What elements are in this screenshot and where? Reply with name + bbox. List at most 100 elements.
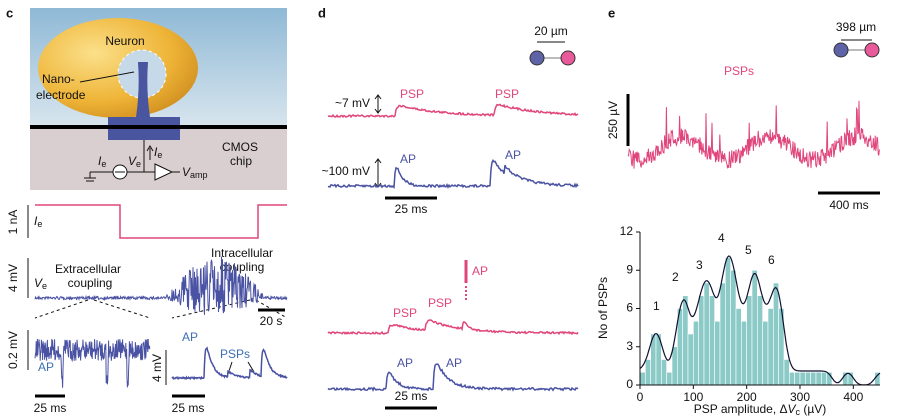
scale-label: 250 µV <box>606 101 620 139</box>
label: AP <box>397 356 413 370</box>
scale-label: 25 ms <box>395 389 428 403</box>
bar <box>714 320 721 386</box>
peak-label: 3 <box>696 258 703 272</box>
peak-label: 2 <box>672 270 679 284</box>
fit-curve <box>639 255 881 386</box>
bar <box>725 257 731 386</box>
panel-letter: c <box>6 5 13 20</box>
scale-label: ~7 mV <box>335 96 370 110</box>
cell-icon <box>833 42 849 58</box>
label: Nano- <box>42 72 75 86</box>
bar <box>735 308 742 386</box>
panel-letter: d <box>318 5 326 20</box>
peak-label: 4 <box>718 231 725 245</box>
pointer <box>79 71 135 83</box>
label: AP <box>446 356 462 370</box>
bar <box>666 371 673 386</box>
bar <box>757 295 763 386</box>
cell-icon <box>864 42 880 58</box>
inset-trace <box>171 346 288 381</box>
label: AP <box>400 152 416 166</box>
scale-bar <box>374 94 382 114</box>
current-trace <box>35 204 287 239</box>
y-tick-label: 12 <box>620 224 634 238</box>
bar <box>783 359 790 386</box>
label: PSP <box>400 87 424 101</box>
label: AP <box>472 264 488 278</box>
x-tick-label: 100 <box>683 390 703 404</box>
scale-label: 4 mV <box>6 264 20 292</box>
label: PSP <box>495 87 519 101</box>
panel-e: e 398 µm PSPs 250 µV 400 ms No of PSPs P… <box>596 5 880 417</box>
bar <box>767 308 774 386</box>
scale-label: ~100 mV <box>322 164 370 178</box>
scale-label: 1 nA <box>6 210 20 235</box>
scale-label: 25 ms <box>395 202 428 216</box>
psp-trace <box>327 103 579 119</box>
panel-c: c Neuron Nano- electrode CMOS chip Ie Ie… <box>6 5 288 415</box>
bar <box>821 371 827 386</box>
label: AP <box>505 148 521 162</box>
x-tick-label: 400 <box>843 390 863 404</box>
label: Ie <box>98 154 106 169</box>
label: Extracellular <box>55 262 121 276</box>
bar <box>799 371 806 386</box>
panel-letter: e <box>608 5 615 20</box>
x-tick-label: 200 <box>737 390 757 404</box>
scale-bar <box>374 158 382 188</box>
label: AP <box>182 330 198 344</box>
bar <box>773 282 779 386</box>
scale-label: 20 µm <box>534 24 568 38</box>
label: Neuron <box>105 34 144 48</box>
bar <box>698 295 705 386</box>
bar <box>709 295 715 386</box>
bar <box>741 320 747 386</box>
peak-label: 6 <box>768 253 775 267</box>
bar <box>751 269 758 386</box>
y-tick-label: 9 <box>626 262 633 276</box>
ap-trace <box>327 363 579 393</box>
scale-label: 0.2 mV <box>6 331 20 369</box>
scale-label: 400 ms <box>829 198 868 212</box>
circuit <box>84 140 180 182</box>
bar <box>815 371 822 386</box>
label: PSP <box>393 306 417 320</box>
cell-icon <box>560 50 576 66</box>
label: Ie <box>154 145 162 160</box>
bar <box>794 371 801 386</box>
label: AP <box>38 360 54 374</box>
label: PSP <box>428 296 452 310</box>
ap-trace <box>327 158 579 190</box>
bar <box>730 269 737 386</box>
peak-label: 5 <box>745 243 752 257</box>
label: electrode <box>36 88 86 102</box>
y-tick-label: 3 <box>626 339 633 353</box>
neuron <box>38 18 198 118</box>
psp-trace <box>327 319 579 336</box>
scale-label: 398 µm <box>836 20 876 34</box>
bar <box>639 371 646 386</box>
psp-trace <box>627 100 880 169</box>
scale-label: 20 s <box>260 314 283 328</box>
x-axis-label: PSP amplitude, ΔVc (µV) <box>694 402 827 417</box>
voltage-trace <box>34 256 288 315</box>
bar <box>693 320 699 386</box>
cell-icon <box>529 50 545 66</box>
label: Ie <box>34 214 42 229</box>
bar <box>703 282 710 386</box>
label: coupling <box>68 276 113 290</box>
y-tick-label: 0 <box>626 377 633 391</box>
label: CMOS <box>222 140 258 154</box>
label: PSPs <box>724 64 754 78</box>
scale-label: 4 mV <box>150 354 164 382</box>
electrode <box>108 62 180 140</box>
bar <box>687 333 694 386</box>
bar <box>746 295 753 386</box>
label: Vamp <box>182 165 208 180</box>
label: chip <box>230 154 252 168</box>
zoom-lines <box>34 299 288 319</box>
label: PSPs <box>220 347 250 361</box>
inset-trace <box>34 338 151 388</box>
bar <box>789 371 795 386</box>
